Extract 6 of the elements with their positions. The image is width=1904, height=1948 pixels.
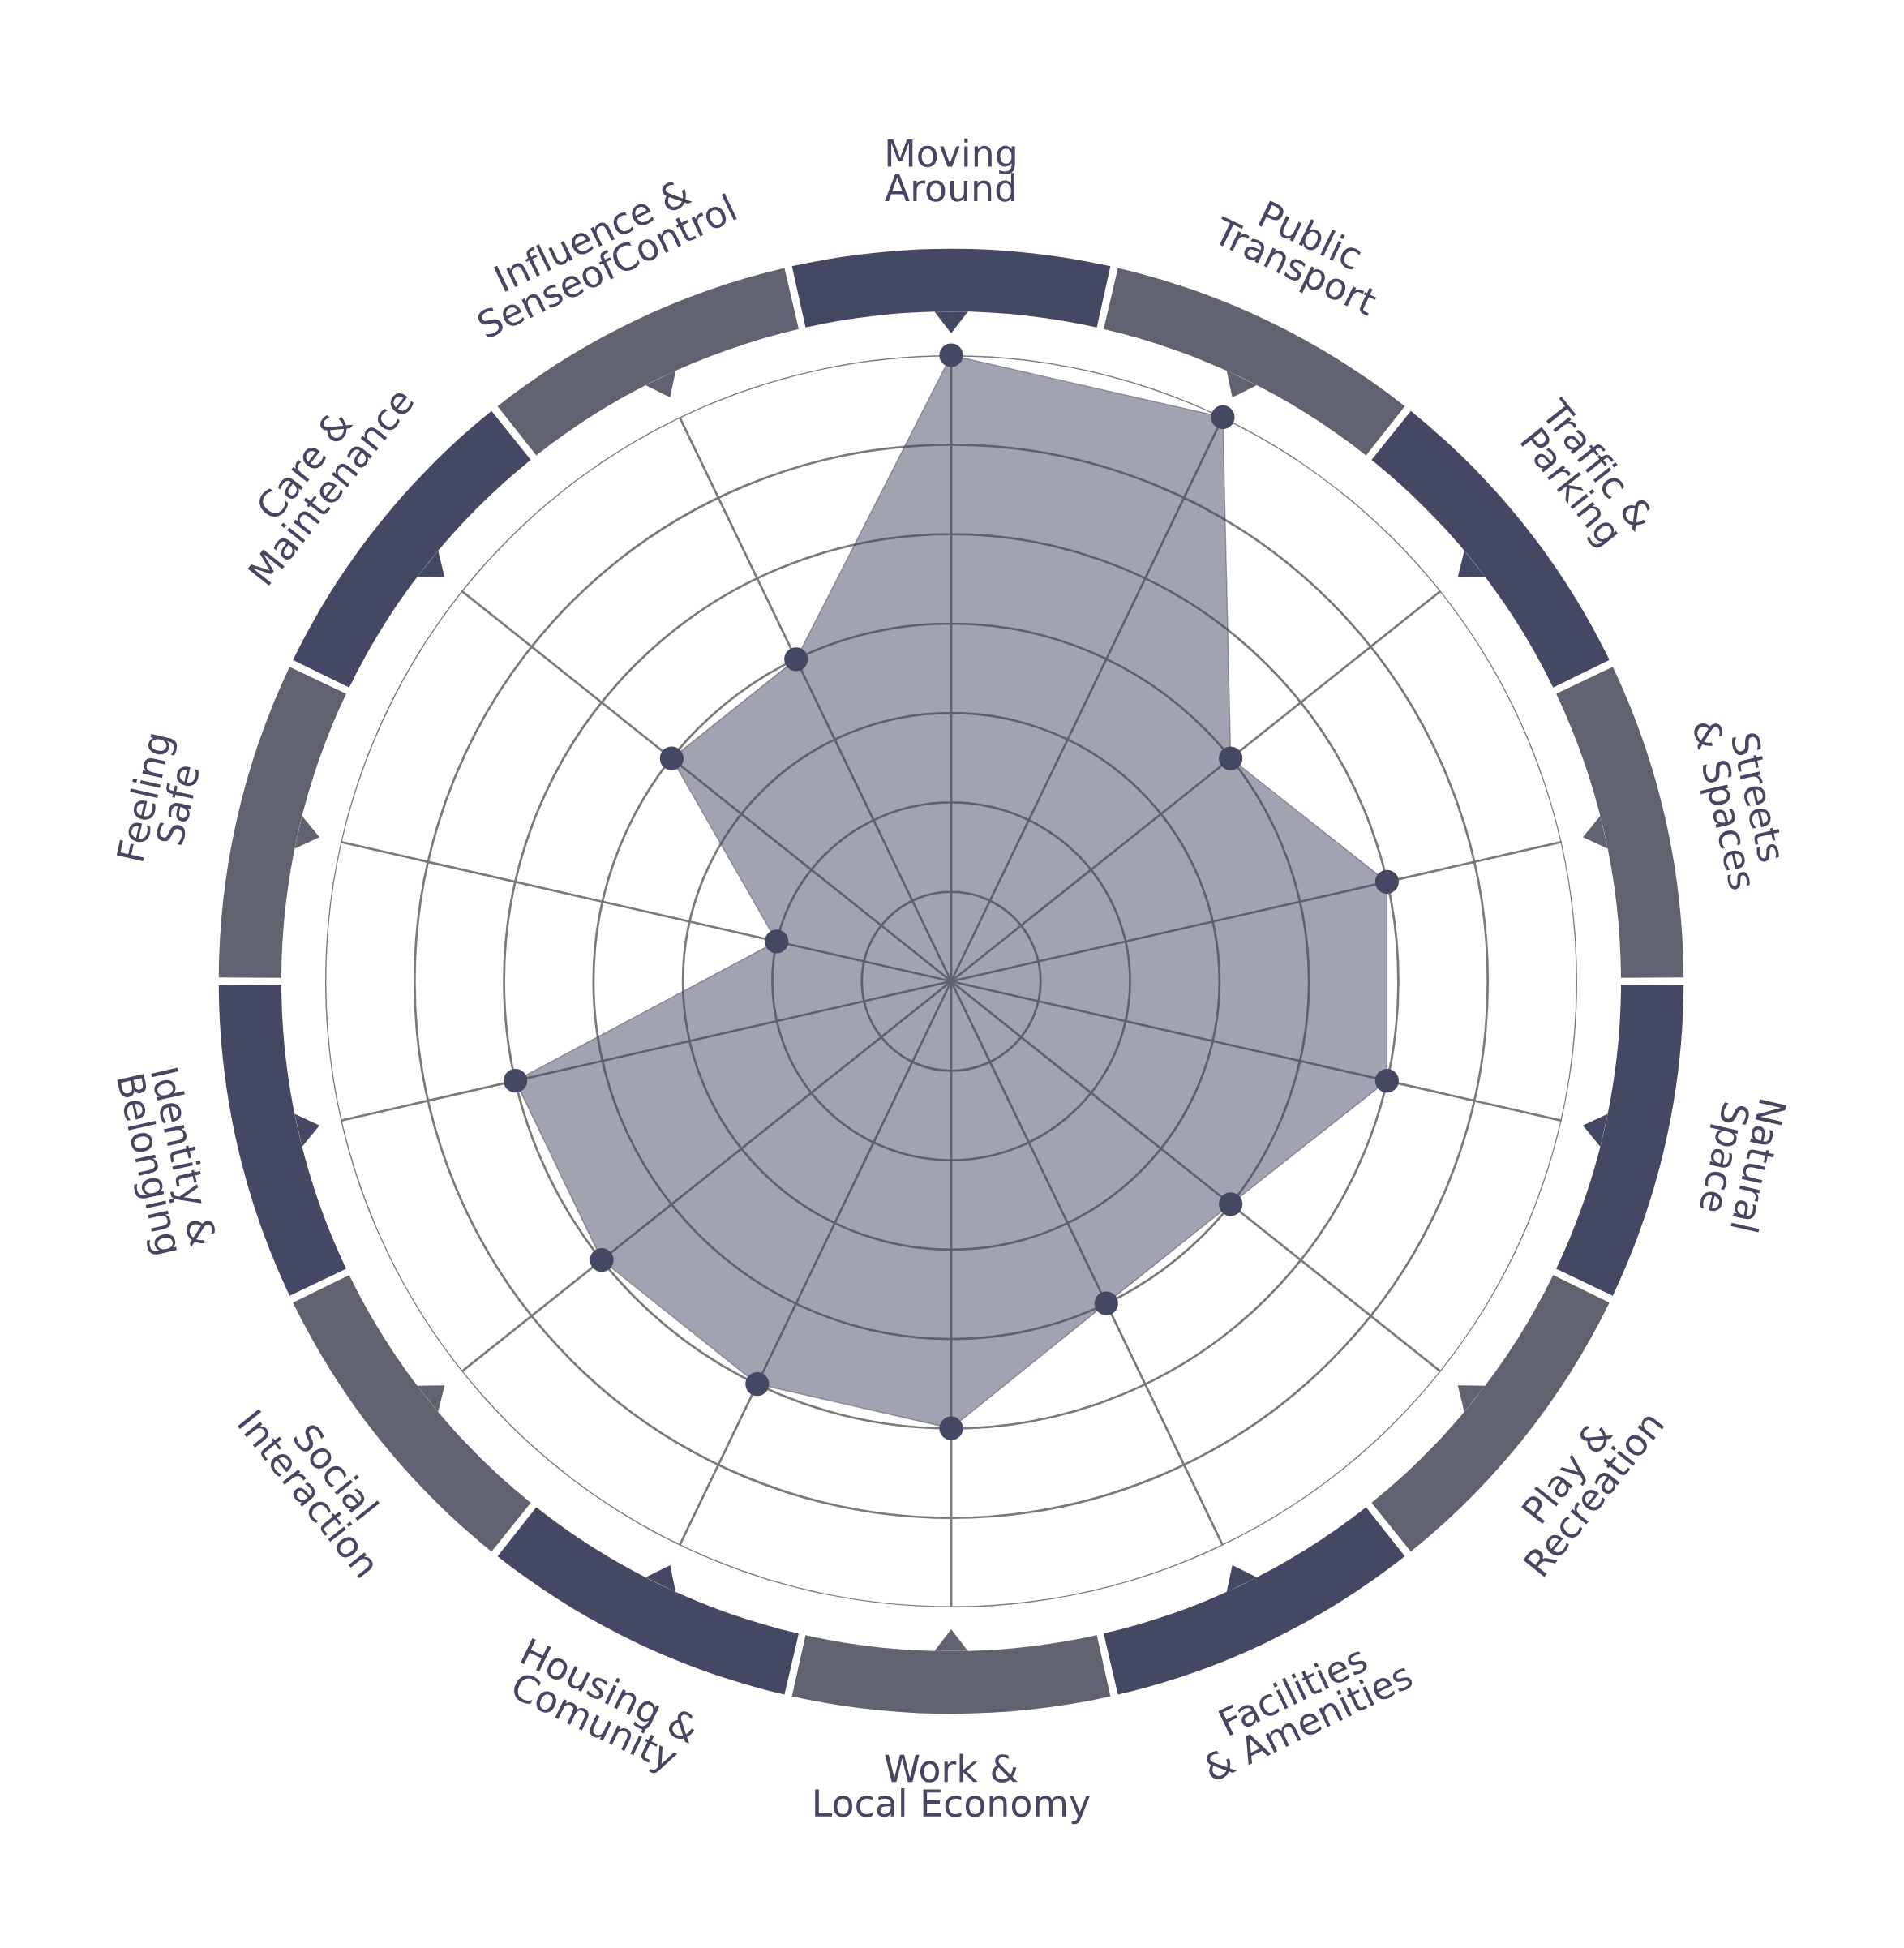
spoke-label: Natural Space: [1692, 1099, 1788, 1233]
spoke-label: Streets & Spaces: [1685, 719, 1787, 893]
spoke-label: Work & Local Economy: [815, 1753, 1090, 1825]
spoke-label: Identity & Belonging: [109, 1067, 219, 1257]
spoke-label: Moving Around: [885, 138, 1015, 202]
spoke-label: Feeling Safe: [115, 732, 200, 864]
